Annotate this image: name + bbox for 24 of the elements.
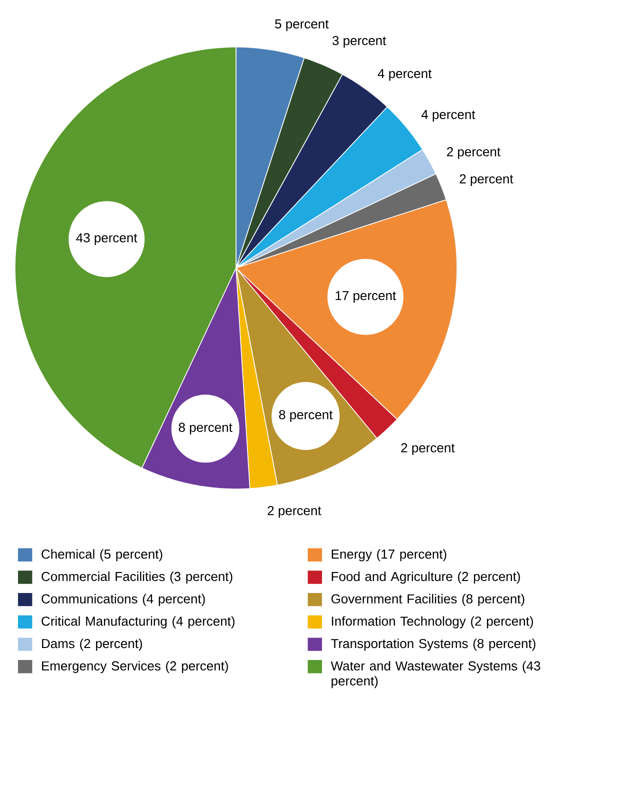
legend-label: Commercial Facilities (3 percent) [42, 572, 232, 584]
data-label: 2 percent [401, 443, 455, 455]
data-label: 8 percent [279, 410, 333, 422]
legend-label: Water and Wastewater Systems (43 percent) [330, 660, 540, 688]
data-label: 3 percent [332, 36, 386, 48]
data-label: 2 percent [460, 174, 514, 186]
data-label: 43 percent [76, 233, 138, 245]
legend-label: Dams (2 percent) [42, 638, 142, 651]
legend-label: Information Technology (2 percent) [332, 616, 533, 628]
data-label: 17 percent [336, 291, 396, 303]
legend-label: Transportation Systems (8 percent) [331, 638, 536, 651]
legend-label: Energy (17 percent) [332, 549, 446, 562]
data-label: 5 percent [275, 19, 329, 32]
legend-label: Chemical (5 percent) [42, 549, 162, 562]
data-label: 8 percent [178, 422, 232, 435]
legend-label: Government Facilities (8 percent) [331, 594, 524, 606]
legend-label: Communications (4 percent) [42, 594, 205, 606]
data-label: 4 percent [378, 69, 432, 81]
data-label: 2 percent [447, 147, 500, 159]
data-label: 4 percent [421, 110, 476, 122]
legend-label: Food and Agriculture (2 percent) [332, 572, 520, 584]
legend-label: Critical Manufacturing (4 percent) [42, 616, 234, 628]
legend-label: Emergency Services (2 percent) [42, 660, 228, 674]
data-label: 2 percent [268, 506, 322, 518]
